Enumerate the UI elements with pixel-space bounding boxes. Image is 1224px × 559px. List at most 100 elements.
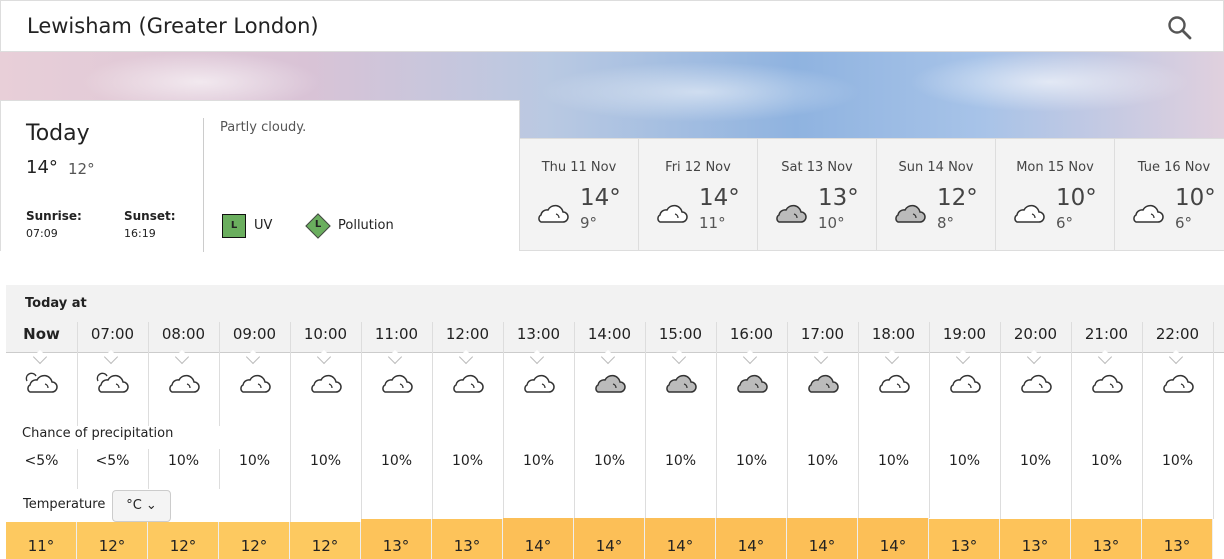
today-high: 14° <box>26 157 58 178</box>
temp-value: 14° <box>737 537 765 555</box>
temp-value: 12° <box>240 537 268 555</box>
day-date: Thu 11 Nov <box>541 160 617 175</box>
search-icon[interactable] <box>1167 15 1193 41</box>
unit-select[interactable]: °C ⌄ <box>112 490 171 522</box>
hour-time: 19:00 <box>942 325 987 343</box>
precip-value: 10% <box>451 453 484 469</box>
divider <box>219 449 220 489</box>
temp-bar: 13° <box>1142 519 1213 559</box>
hour-column[interactable]: 22:00 10% 13° <box>1142 322 1214 559</box>
divider <box>1071 322 1072 519</box>
day-card[interactable]: Sun 14 Nov 12° 8° <box>877 139 996 250</box>
hour-column[interactable]: 19:00 10% 13° <box>929 322 1001 559</box>
today-label: Today <box>26 121 90 146</box>
caret-icon <box>813 349 829 365</box>
day-low: 10° <box>818 214 845 232</box>
header: Lewisham (Greater London) <box>0 0 1224 52</box>
precip-value: 10% <box>1090 453 1123 469</box>
hour-column[interactable]: 11:00 10% 13° <box>361 322 433 559</box>
day-high: 10° <box>1175 185 1216 211</box>
sunrise-time: 07:09 <box>26 227 58 240</box>
today-at-label: Today at <box>25 296 87 311</box>
day-low: 6° <box>1056 214 1074 232</box>
unit-value: °C <box>126 498 142 513</box>
uv-badge[interactable]: L <box>222 214 246 238</box>
hour-time: 10:00 <box>303 325 348 343</box>
day-date: Tue 16 Nov <box>1137 160 1211 175</box>
divider <box>645 322 646 518</box>
temp-bar: 13° <box>361 519 432 559</box>
day-high: 10° <box>1056 185 1097 211</box>
hour-time: 20:00 <box>1013 325 1058 343</box>
hour-column[interactable]: 10:00 10% 12° <box>290 322 362 559</box>
caret-icon <box>1026 349 1042 365</box>
temp-bar: 14° <box>716 518 787 559</box>
location-title: Lewisham (Greater London) <box>27 14 319 38</box>
temp-value: 14° <box>666 537 694 555</box>
temp-bar: 12° <box>219 522 290 559</box>
temp-value: 13° <box>1021 537 1049 555</box>
temp-bar: 12° <box>290 522 361 559</box>
day-date: Sat 13 Nov <box>781 160 853 175</box>
precip-value: <5% <box>95 453 130 469</box>
divider <box>148 322 149 426</box>
hour-column[interactable]: 16:00 10% 14° <box>716 322 788 559</box>
divider <box>219 322 220 426</box>
sunset-time: 16:19 <box>124 227 156 240</box>
divider <box>858 322 859 518</box>
temp-bar: 14° <box>858 518 929 559</box>
uv-label: UV <box>254 218 273 233</box>
day-card[interactable]: Tue 16 Nov 10° 6° <box>1115 139 1224 250</box>
hour-column[interactable]: 08:00 10% 12° <box>148 322 220 559</box>
hour-time: 09:00 <box>232 325 277 343</box>
hour-column[interactable]: 20:00 10% 13° <box>1000 322 1072 559</box>
hour-column[interactable]: Now <5% 11° <box>6 322 78 559</box>
caret-icon <box>1097 349 1113 365</box>
hour-time: Now <box>23 325 60 343</box>
divider <box>1213 322 1214 519</box>
day-date: Sun 14 Nov <box>898 160 974 175</box>
temp-bar: 14° <box>503 518 574 559</box>
day-high: 12° <box>937 185 978 211</box>
hour-column[interactable]: 18:00 10% 14° <box>858 322 930 559</box>
temp-value: 12° <box>98 537 126 555</box>
precip-value: 10% <box>522 453 555 469</box>
hour-column[interactable]: 15:00 10% 14° <box>645 322 717 559</box>
temp-bar: 12° <box>77 522 148 559</box>
hour-column[interactable]: 21:00 10% 13° <box>1071 322 1143 559</box>
day-low: 6° <box>1175 214 1193 232</box>
precip-value: 10% <box>1161 453 1194 469</box>
hour-column[interactable]: 13:00 10% 14° <box>503 322 575 559</box>
hour-column[interactable]: 09:00 10% 12° <box>219 322 291 559</box>
today-low: 12° <box>68 160 95 178</box>
day-card[interactable]: Mon 15 Nov 10° 6° <box>996 139 1115 250</box>
hour-column[interactable]: 17:00 10% 14° <box>787 322 859 559</box>
temp-value: 14° <box>595 537 623 555</box>
hour-column[interactable]: 14:00 10% 14° <box>574 322 646 559</box>
temp-bar: 14° <box>574 518 645 559</box>
hour-time: 11:00 <box>374 325 419 343</box>
precip-value: 10% <box>238 453 271 469</box>
caret-icon <box>600 349 616 365</box>
divider <box>787 322 788 518</box>
today-panel[interactable]: Today 14° 12° Sunrise: 07:09 Sunset: 16:… <box>0 100 520 252</box>
temp-bar: 14° <box>645 518 716 559</box>
day-card[interactable]: Fri 12 Nov 14° 11° <box>639 139 758 250</box>
caret-icon <box>32 349 48 365</box>
precip-value: 10% <box>877 453 910 469</box>
day-card[interactable]: Sat 13 Nov 13° 10° <box>758 139 877 250</box>
divider <box>1142 322 1143 519</box>
day-card[interactable]: Thu 11 Nov 14° 9° <box>520 139 639 250</box>
hourly-header-bg <box>6 285 1224 353</box>
hour-time: 13:00 <box>516 325 561 343</box>
temp-value: 14° <box>524 537 552 555</box>
hour-time: 21:00 <box>1084 325 1129 343</box>
day-high: 13° <box>818 185 859 211</box>
hour-column[interactable]: 07:00 <5% 12° <box>77 322 149 559</box>
caret-icon <box>316 349 332 365</box>
temp-bar: 13° <box>929 519 1000 559</box>
caret-icon <box>174 349 190 365</box>
hour-column[interactable]: 12:00 10% 13° <box>432 322 504 559</box>
day-high: 14° <box>580 185 621 211</box>
hour-time: 07:00 <box>90 325 135 343</box>
